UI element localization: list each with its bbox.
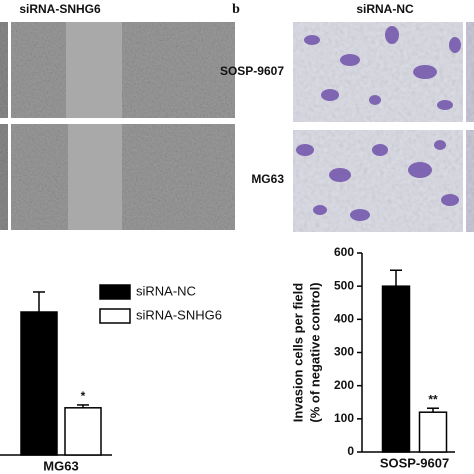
legend-label: siRNA-NC [136,283,196,298]
y-tick-label: 100 [334,411,354,425]
bar [418,411,448,453]
y-tick-label: 200 [334,378,354,392]
panel-title: siRNA-NC [356,2,414,16]
legend-swatch [99,308,131,324]
significance: ** [428,392,438,406]
legend-label: siRNA-SNHG6 [136,307,222,322]
bar [20,311,58,456]
wound-images [0,22,235,230]
row-label: SOSP-9607 [220,64,284,78]
significance: * [81,389,86,403]
y-axis-label: Invasion cells per field [290,283,305,422]
y-axis-label: (% of negative control) [307,282,322,422]
invasion-images [293,22,474,232]
row-label: MG63 [251,172,284,186]
panel-letter: b [232,2,240,17]
y-tick-label: 600 [334,245,354,259]
bar [381,285,411,453]
legend-swatch [99,284,131,300]
panel-title: siRNA-SNHG6 [19,2,101,16]
x-tick-label: SOSP-9607 [380,455,449,470]
y-tick-label: 400 [334,312,354,326]
x-tick-label: MG63 [43,458,78,473]
y-tick-label: 300 [334,345,354,359]
bar [64,407,102,456]
y-tick-label: 0 [347,444,354,458]
y-tick-label: 500 [334,278,354,292]
